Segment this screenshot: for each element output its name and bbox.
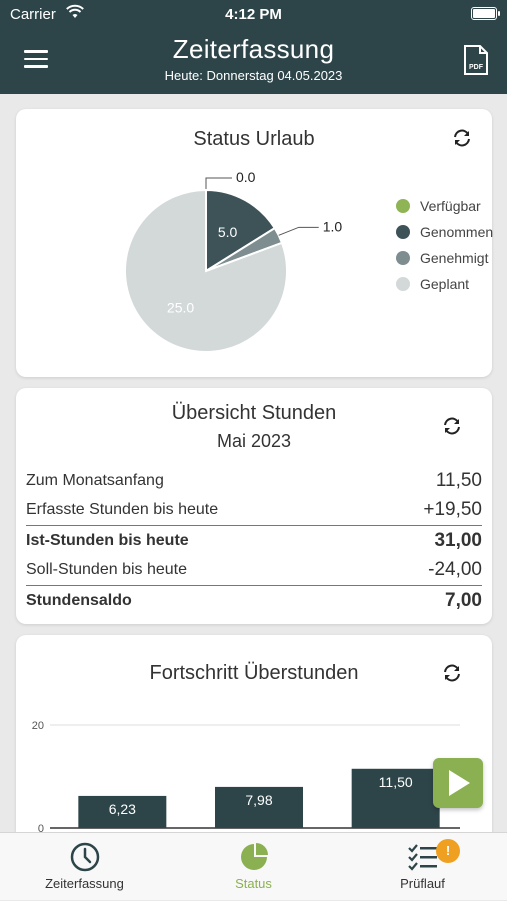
bar [78, 795, 167, 828]
pie-slice-geplant [124, 188, 288, 353]
hours-row-balance: Stundensaldo 7,00 [26, 585, 482, 615]
row-value: 7,00 [445, 590, 482, 611]
hours-overview-card: Übersicht Stunden Mai 2023 Zum Monatsanf… [16, 388, 492, 624]
callout-line [278, 226, 319, 236]
tab-label: Zeiterfassung [45, 876, 124, 891]
pdf-export-icon[interactable]: PDF [463, 44, 489, 76]
legend-swatch [396, 277, 410, 291]
page-subtitle: Heute: Donnerstag 04.05.2023 [164, 68, 343, 83]
hours-row-actual: Ist-Stunden bis heute 31,00 [26, 525, 482, 555]
hours-row-target: Soll-Stunden bis heute -24,00 [26, 555, 482, 585]
pie-data-label: 1.0 [323, 218, 343, 234]
pie-data-label: 25.0 [167, 300, 194, 316]
tab-status[interactable]: Status [169, 833, 338, 901]
y-tick-label: 0 [38, 823, 44, 835]
tab-bar: Zeiterfassung Status ! Prüflauf [0, 832, 507, 900]
hours-card-title: Übersicht Stunden [171, 402, 337, 424]
legend-swatch [396, 251, 410, 265]
row-value: +19,50 [423, 499, 482, 520]
bar-value-label: 7,98 [245, 792, 272, 808]
refresh-icon[interactable] [442, 663, 462, 683]
bar [351, 768, 440, 828]
y-tick-label: 20 [32, 720, 44, 732]
alert-badge: ! [436, 839, 460, 863]
pie-chart-icon [241, 843, 268, 870]
callout-line [205, 177, 232, 190]
legend-item: Geplant [396, 271, 493, 297]
row-label: Zum Monatsanfang [26, 472, 164, 489]
vacation-status-card: Status Urlaub 0.0 5.0 1.0 25.0 Verfügbar Gen… [16, 109, 493, 377]
tab-prueflauf[interactable]: ! Prüflauf [338, 833, 507, 901]
legend-item: Genommen [396, 219, 493, 245]
row-value: 11,50 [435, 470, 482, 491]
checklist-icon [408, 844, 437, 871]
pie-data-label: 5.0 [218, 224, 238, 240]
vacation-pie-chart: 0.0 5.0 1.0 25.0 [124, 169, 343, 353]
row-label: Ist-Stunden bis heute [26, 532, 189, 549]
row-label: Erfasste Stunden bis heute [26, 501, 219, 518]
start-timer-button[interactable] [433, 758, 483, 808]
pdf-icon-label: PDF [469, 64, 484, 71]
nav-bar: Zeiterfassung Heute: Donnerstag 04.05.20… [0, 30, 507, 94]
play-icon [449, 770, 470, 796]
wifi-icon [66, 4, 84, 18]
row-label: Soll-Stunden bis heute [26, 561, 187, 578]
row-value: 31,00 [434, 530, 482, 551]
legend-swatch [396, 225, 410, 239]
battery-icon [471, 7, 500, 20]
hours-card-month: Mai 2023 [216, 431, 292, 451]
legend-label: Verfügbar [420, 198, 481, 214]
clock: 4:12 PM [225, 6, 282, 23]
bar [215, 786, 303, 828]
legend-item: Genehmigt [396, 245, 493, 271]
hamburger-menu-icon[interactable] [24, 50, 48, 70]
pie-legend: Verfügbar Genommen Genehmigt Geplant [396, 193, 493, 297]
hours-row-month-start: Zum Monatsanfang 11,50 [26, 466, 482, 496]
row-value: -24,00 [428, 559, 482, 580]
tab-label: Status [235, 876, 272, 891]
clock-icon [70, 842, 100, 872]
row-label: Stundensaldo [26, 592, 132, 609]
pie-data-label: 0.0 [236, 169, 256, 185]
tab-label: Prüflauf [400, 876, 445, 891]
overtime-progress-card: Fortschritt Überstunden 0 20 6,23 7,98 11,50 [16, 635, 492, 855]
overtime-card-title: Fortschritt Überstunden [149, 662, 359, 684]
vacation-card-title: Status Urlaub [193, 128, 315, 150]
hours-row-recorded: Erfasste Stunden bis heute +19,50 [26, 495, 482, 525]
pie-slice-genommen [205, 188, 277, 273]
carrier-label: Carrier [10, 6, 56, 23]
overtime-bar-chart: 0 20 6,23 7,98 11,50 [32, 720, 460, 835]
bar-value-label: 11,50 [379, 774, 413, 790]
refresh-icon[interactable] [442, 416, 462, 436]
legend-label: Geplant [420, 276, 470, 292]
tab-zeiterfassung[interactable]: Zeiterfassung [0, 833, 169, 901]
legend-item: Verfügbar [396, 193, 493, 219]
page-title: Zeiterfassung [172, 34, 335, 64]
legend-label: Genommen [420, 224, 494, 240]
refresh-icon[interactable] [452, 128, 472, 148]
legend-swatch [396, 199, 410, 213]
bar-value-label: 6,23 [109, 801, 136, 817]
legend-label: Genehmigt [420, 250, 489, 266]
status-bar: Carrier 4:12 PM [0, 0, 507, 30]
